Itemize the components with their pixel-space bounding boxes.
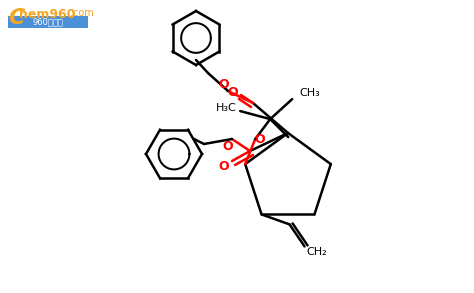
Text: O: O (223, 139, 233, 152)
Text: O: O (254, 133, 264, 146)
Text: .com: .com (70, 8, 94, 18)
Text: H₃C: H₃C (216, 103, 237, 113)
FancyBboxPatch shape (8, 16, 88, 28)
Text: hem960: hem960 (19, 8, 75, 21)
Text: O: O (228, 86, 238, 100)
Text: CH₂: CH₂ (306, 247, 327, 258)
Text: 960化工网: 960化工网 (33, 18, 64, 26)
Text: O: O (219, 78, 229, 91)
Text: C: C (8, 8, 24, 28)
Text: O: O (219, 159, 229, 173)
Text: CH₃: CH₃ (300, 88, 320, 98)
